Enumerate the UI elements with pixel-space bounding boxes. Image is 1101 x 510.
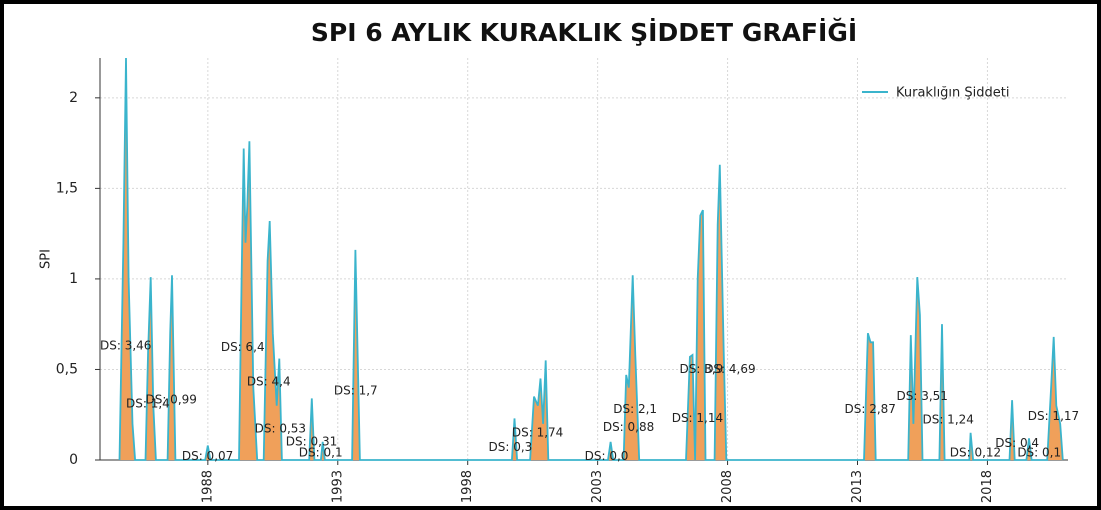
annotation: DS: 3,51 <box>896 389 947 403</box>
y-axis-label: SPI <box>39 249 54 269</box>
annotation: DS: 0,53 <box>255 422 306 436</box>
line <box>118 57 1064 461</box>
annotation: DS: 0,99 <box>145 393 196 407</box>
annotation: DS: 0,4 <box>995 436 1039 450</box>
x-tick-label: 2018 <box>980 470 995 503</box>
annotation: DS: 0,3 <box>488 440 532 454</box>
y-tick-label: 0 <box>69 452 78 468</box>
x-tick-label: 2003 <box>590 470 605 503</box>
annotation: DS: 0,12 <box>950 445 1001 459</box>
y-tick-label: 2 <box>69 90 78 106</box>
annotation: DS: 0,31 <box>286 434 337 448</box>
area <box>119 58 1063 460</box>
annotation: DS: 3,9 <box>680 362 724 376</box>
annotation: DS: 2,87 <box>845 402 896 416</box>
annotation: DS: 0,88 <box>603 420 654 434</box>
annotation: DS: 1,74 <box>512 425 563 439</box>
y-tick-label: 0,5 <box>56 361 78 377</box>
annotation: DS: 1,17 <box>1028 409 1079 423</box>
annotation: DS: 1,24 <box>922 413 973 427</box>
annotation: DS: 6,4 <box>221 340 265 354</box>
annotation: DS: 1,7 <box>334 384 378 398</box>
annotation: DS: 0,1 <box>1017 445 1061 459</box>
y-tick-label: 1 <box>69 271 78 287</box>
legend-label: Kuraklığın Şiddeti <box>896 86 1010 101</box>
annotation: DS: 4,69 <box>704 362 755 376</box>
annotation: DS: 2,1 <box>613 402 657 416</box>
annotation: DS: 0,07 <box>182 449 233 463</box>
chart-title: SPI 6 AYLIK KURAKLIK ŞİDDET GRAFİĞİ <box>311 17 857 47</box>
x-tick-label: 2008 <box>720 470 735 503</box>
annotation: DS: 0,0 <box>585 449 629 463</box>
annotation: DS: 1,4 <box>126 396 170 410</box>
x-tick-label: 2013 <box>850 470 865 503</box>
x-tick-label: 1988 <box>200 470 215 503</box>
annotation: DS: 4,4 <box>247 375 291 389</box>
annotation: DS: 3,46 <box>100 338 151 352</box>
y-tick-label: 1,5 <box>56 180 78 196</box>
x-tick-label: 1993 <box>330 470 345 503</box>
x-tick-label: 1998 <box>460 470 475 503</box>
annotation: DS: 1,14 <box>672 411 723 425</box>
annotation: DS: 0,1 <box>299 445 343 459</box>
